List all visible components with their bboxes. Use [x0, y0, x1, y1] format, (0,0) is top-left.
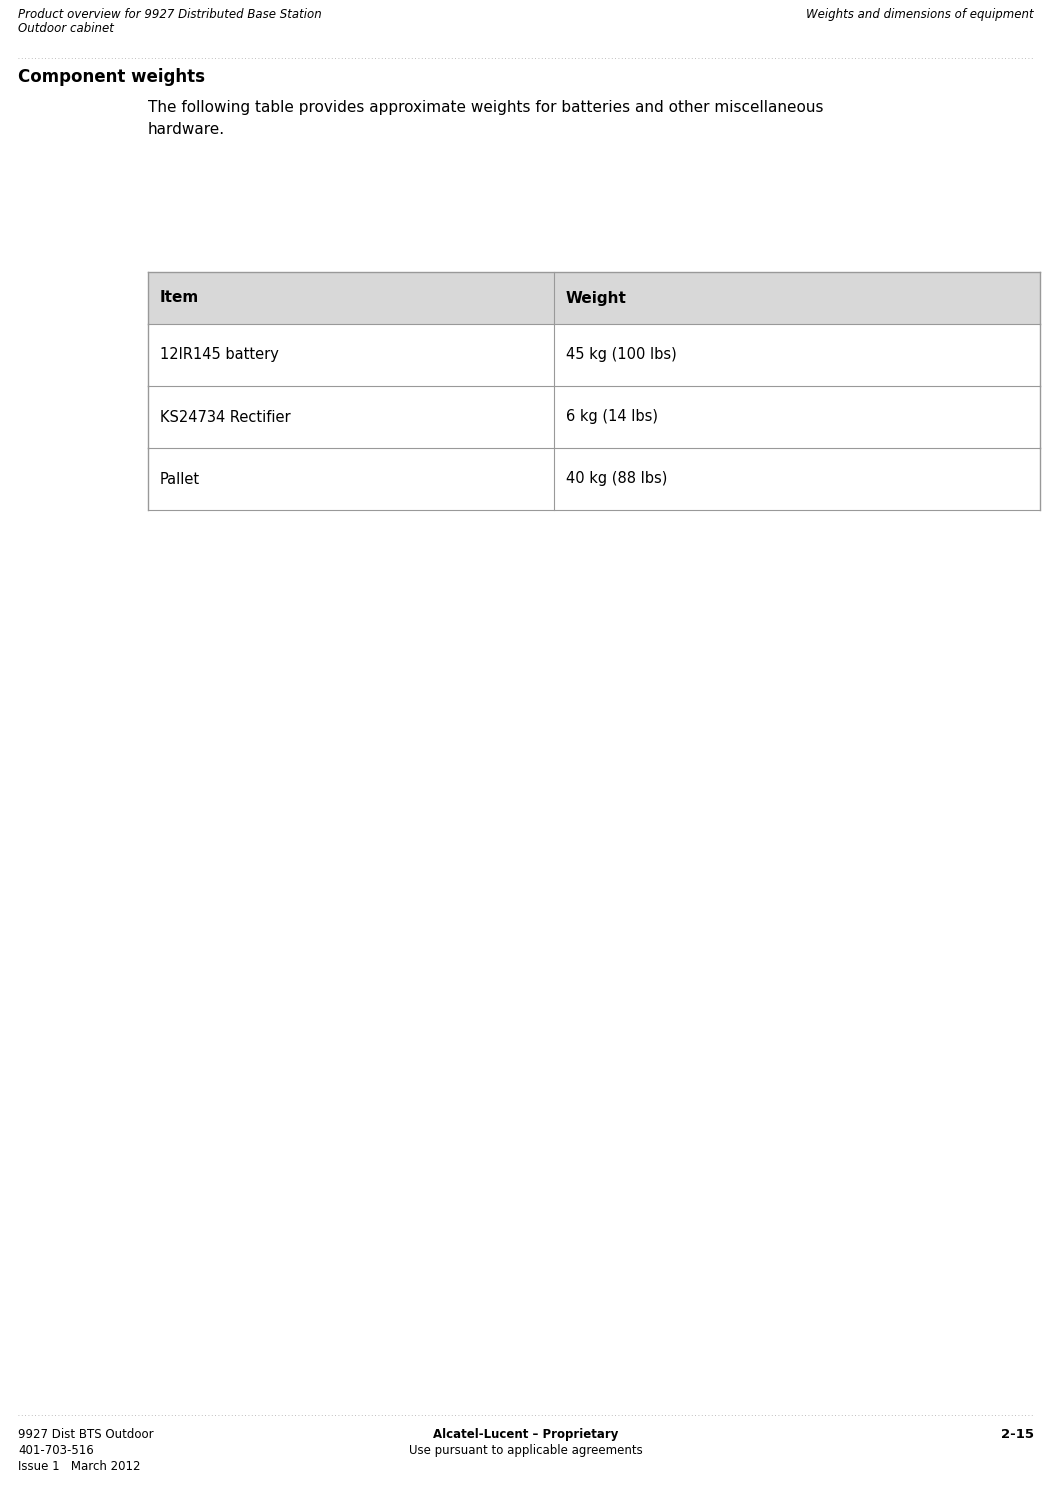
Text: Use pursuant to applicable agreements: Use pursuant to applicable agreements [409, 1444, 643, 1457]
Text: The following table provides approximate weights for batteries and other miscell: The following table provides approximate… [148, 100, 824, 114]
Text: Issue 1   March 2012: Issue 1 March 2012 [18, 1460, 141, 1474]
Text: Alcatel-Lucent – Proprietary: Alcatel-Lucent – Proprietary [433, 1428, 619, 1441]
Bar [148, 324, 1040, 387]
Text: 12IR145 battery: 12IR145 battery [160, 348, 279, 363]
Text: Item: Item [160, 290, 199, 305]
Text: Component weights: Component weights [18, 68, 205, 86]
Text: 401-703-516: 401-703-516 [18, 1444, 94, 1457]
Text: 45 kg (100 lbs): 45 kg (100 lbs) [566, 348, 676, 363]
Bar [148, 448, 1040, 510]
Text: Weight: Weight [566, 290, 627, 305]
Text: Outdoor cabinet: Outdoor cabinet [18, 22, 114, 36]
Text: 6 kg (14 lbs): 6 kg (14 lbs) [566, 409, 658, 424]
Text: 40 kg (88 lbs): 40 kg (88 lbs) [566, 471, 667, 486]
Bar [148, 272, 1040, 324]
Text: 9927 Dist BTS Outdoor: 9927 Dist BTS Outdoor [18, 1428, 154, 1441]
Text: Pallet: Pallet [160, 471, 200, 486]
Text: 2-15: 2-15 [1002, 1428, 1034, 1441]
Text: hardware.: hardware. [148, 122, 225, 137]
Text: Product overview for 9927 Distributed Base Station: Product overview for 9927 Distributed Ba… [18, 7, 322, 21]
Bar [148, 387, 1040, 448]
Text: Weights and dimensions of equipment: Weights and dimensions of equipment [807, 7, 1034, 21]
Text: KS24734 Rectifier: KS24734 Rectifier [160, 409, 290, 424]
